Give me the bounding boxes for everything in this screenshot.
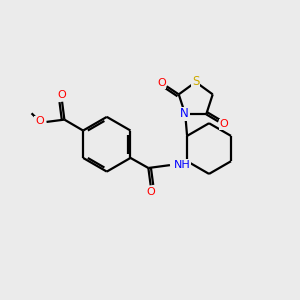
Text: N: N	[180, 107, 189, 120]
Text: S: S	[192, 75, 200, 88]
Text: O: O	[147, 187, 156, 196]
Text: O: O	[35, 116, 44, 126]
Text: O: O	[220, 119, 229, 129]
Text: O: O	[157, 78, 166, 88]
Text: O: O	[58, 90, 67, 100]
Text: NH: NH	[173, 160, 190, 170]
